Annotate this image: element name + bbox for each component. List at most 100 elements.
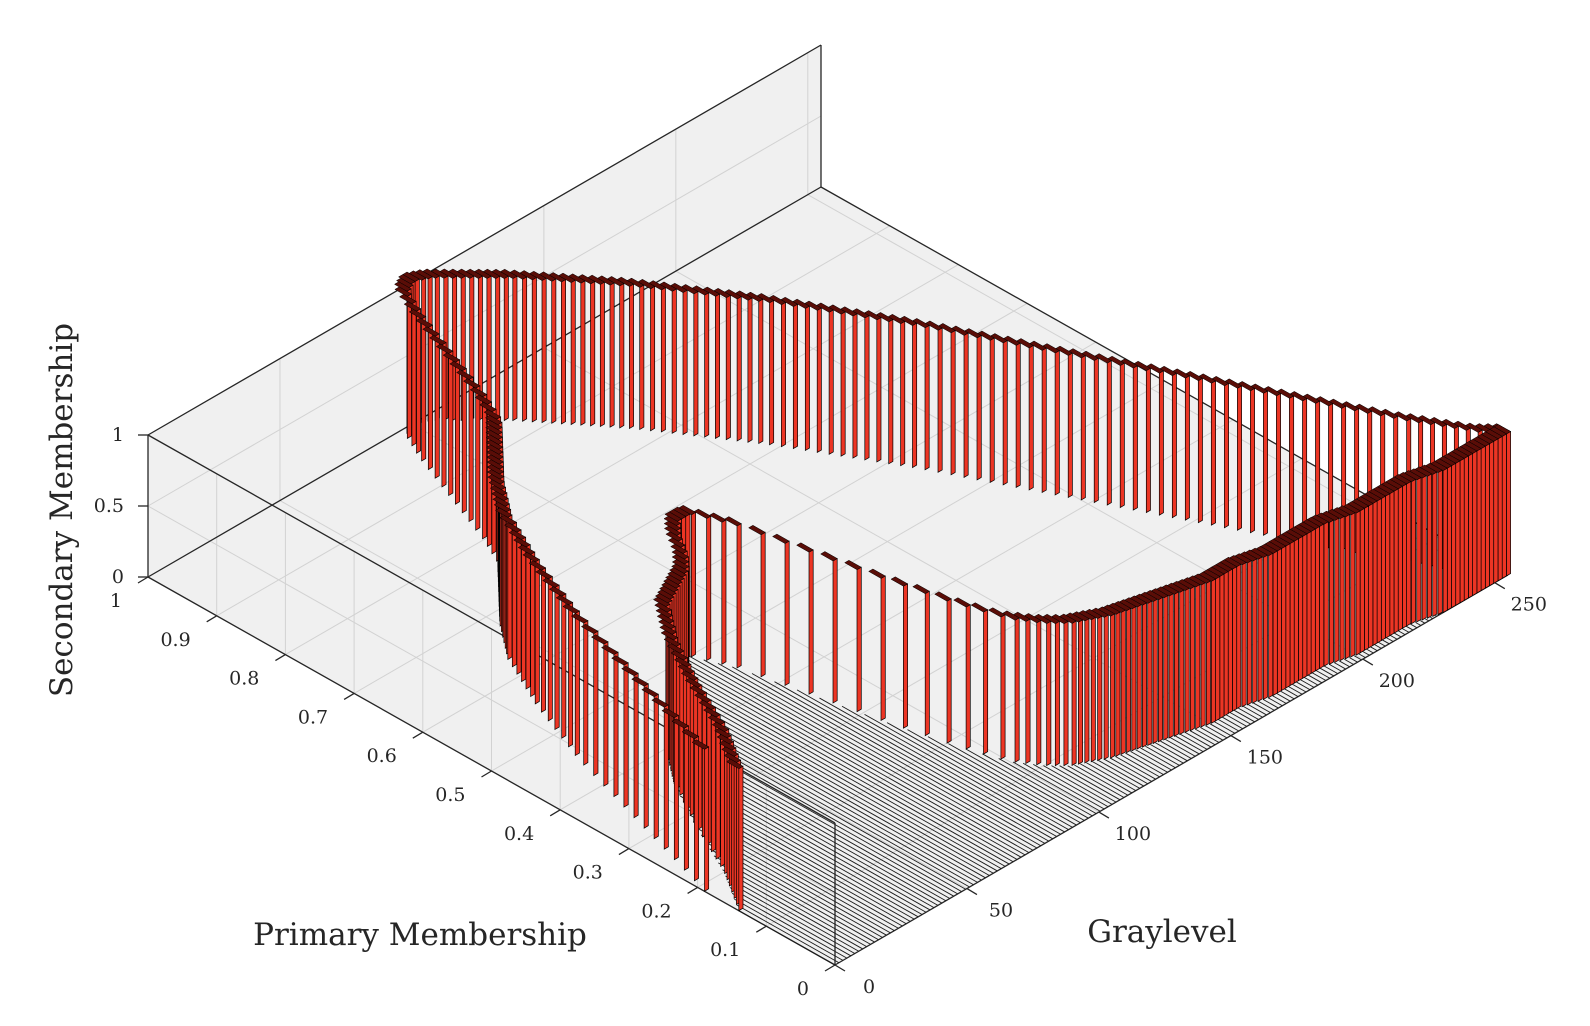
bar [876, 316, 882, 463]
bar [1223, 570, 1229, 717]
y-tick-label: 0.8 [229, 668, 259, 690]
bar-top [580, 623, 599, 634]
y-tick-mark [618, 848, 630, 856]
bar-top [726, 758, 744, 769]
bar [1227, 568, 1233, 715]
bar [1210, 578, 1216, 724]
bar-top [1321, 510, 1340, 521]
bar-top [641, 687, 659, 697]
floor-bar [677, 680, 1006, 867]
bar [1334, 517, 1340, 664]
z-axis-title: Secondary Membership [44, 323, 80, 697]
bar [704, 292, 710, 438]
floor-bar [736, 904, 840, 964]
bar-top [680, 670, 699, 681]
bar-top [1150, 588, 1169, 599]
floor-bar [1268, 697, 1283, 707]
bar-top [670, 282, 688, 293]
bar [1219, 573, 1225, 720]
bar [1131, 605, 1137, 752]
bar-top [1354, 403, 1373, 414]
bar [570, 279, 576, 426]
bar [1476, 447, 1482, 594]
floor-bar [841, 705, 1065, 833]
bar-top [394, 286, 412, 297]
bar-top [616, 276, 635, 287]
y-tick-mark [687, 886, 698, 894]
bar [769, 299, 775, 446]
x-tick-mark [1098, 811, 1110, 819]
floor-bar [1145, 745, 1180, 766]
bar-top [1068, 348, 1086, 359]
bar [1171, 372, 1177, 519]
floor-bar [1397, 630, 1406, 636]
bar-top [1332, 507, 1351, 518]
bar-top [1108, 602, 1126, 613]
floor-bar [1155, 742, 1188, 762]
bar-top [597, 275, 615, 286]
bar [482, 393, 488, 540]
bar-top [659, 624, 677, 635]
bar-top [1347, 501, 1365, 512]
bar-top [724, 289, 742, 300]
floor-bar [1296, 681, 1311, 691]
floor-bar [685, 658, 1030, 853]
bar [1195, 583, 1201, 730]
bar-top [772, 533, 790, 544]
floor-bar [684, 702, 990, 876]
bar [1480, 445, 1486, 592]
bar [758, 298, 764, 445]
bar-top [1250, 383, 1269, 394]
x-tick-label: 200 [1379, 670, 1415, 692]
floor-bar [1311, 672, 1327, 681]
bar-top [1311, 514, 1329, 525]
bar-top [718, 740, 737, 751]
floor-bar [1272, 695, 1287, 704]
bar [411, 300, 417, 447]
floor-bar [1382, 639, 1390, 645]
y-tick-mark [755, 925, 767, 933]
z-tick-label: 1 [112, 424, 124, 446]
floor-bar [1086, 762, 1137, 792]
bar [1344, 513, 1350, 660]
bar-top [1245, 549, 1263, 560]
bar-top [691, 739, 710, 750]
floor-bar [677, 662, 1022, 858]
bar-top [925, 320, 943, 331]
bar-top [1016, 338, 1034, 349]
bar [580, 280, 586, 426]
bar-top [990, 333, 1008, 344]
bar [1501, 433, 1507, 580]
floor-bar [717, 662, 1042, 847]
bar-top [851, 308, 870, 319]
bar [1173, 591, 1179, 737]
floor-bar [681, 660, 1026, 856]
bar-top [492, 496, 510, 507]
bar [1232, 566, 1238, 712]
bar-top [934, 591, 952, 602]
bar-top [666, 643, 685, 654]
bar [541, 567, 546, 713]
bar-top [693, 508, 712, 519]
bar-top [670, 650, 689, 661]
bar [1350, 511, 1356, 658]
bar [1179, 589, 1185, 736]
bar-top [890, 576, 909, 587]
bar [1289, 395, 1295, 541]
bar-top [1033, 613, 1052, 624]
bar-top [875, 312, 894, 323]
floor-bar [684, 707, 986, 879]
floor-bar [1130, 750, 1168, 773]
bar [1289, 540, 1295, 687]
bar-top [887, 314, 906, 324]
bar-top [1198, 373, 1217, 384]
bar-top [509, 269, 528, 280]
bar-top [912, 318, 930, 329]
floor-bar [1319, 667, 1335, 677]
bar [711, 706, 716, 853]
floor-bar [886, 722, 1073, 828]
bar [1090, 616, 1096, 763]
bar-top [1102, 604, 1121, 615]
bar-top [570, 613, 589, 624]
